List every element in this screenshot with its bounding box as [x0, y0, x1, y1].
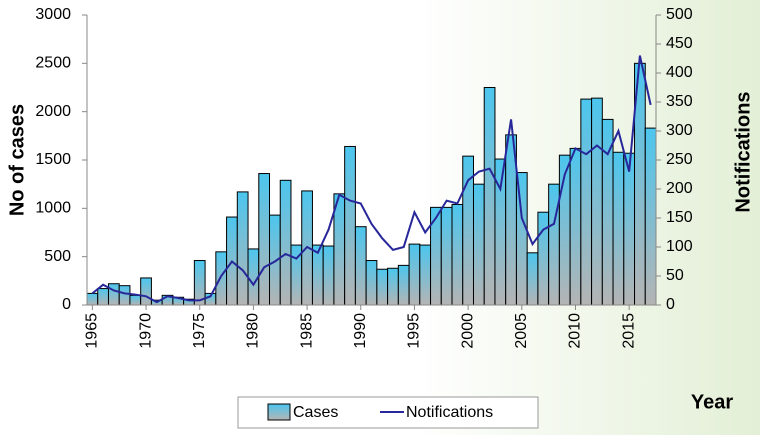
bar	[408, 243, 421, 306]
bar	[569, 147, 582, 306]
bar	[333, 193, 346, 306]
y2-tick-label: 300	[666, 122, 693, 139]
bar	[580, 98, 593, 306]
bar	[322, 245, 335, 306]
x-tick-label: 1980	[245, 313, 262, 349]
y-tick-label: 3000	[35, 6, 71, 23]
y-tick-label: 1500	[35, 151, 71, 168]
legend-label: Cases	[293, 404, 338, 421]
legend-label: Notifications	[406, 404, 493, 421]
x-tick-label: 1990	[352, 313, 369, 349]
x-tick-label: 2010	[567, 313, 584, 349]
bar	[279, 179, 292, 306]
bar	[140, 277, 152, 306]
y-tick-label: 500	[44, 248, 71, 265]
bar	[419, 244, 432, 306]
y2-tick-label: 400	[666, 64, 693, 81]
x-tick-label: 2005	[513, 313, 530, 349]
y2-tick-label: 0	[666, 296, 675, 313]
y2-tick-label: 100	[666, 238, 693, 255]
bar	[354, 226, 367, 306]
x-tick-label: 1970	[137, 313, 154, 349]
bar	[344, 145, 356, 306]
bar	[440, 206, 453, 306]
y2-tick-label: 150	[666, 209, 693, 226]
bar	[311, 244, 324, 306]
x-tick-label: 1965	[84, 313, 101, 349]
y-axis-title: No of cases	[6, 104, 28, 216]
bar	[397, 264, 410, 306]
x-tick-label: 2015	[620, 313, 637, 349]
y-tick-label: 2500	[35, 55, 71, 72]
x-tick-label: 2000	[459, 313, 476, 349]
bar	[537, 211, 550, 306]
y-tick-label: 0	[62, 296, 71, 313]
y2-tick-label: 200	[666, 180, 693, 197]
bar	[107, 283, 120, 306]
bar	[644, 127, 657, 306]
bar	[118, 285, 131, 306]
y2-tick-label: 50	[666, 267, 684, 284]
bar	[97, 288, 109, 306]
y2-tick-label: 350	[666, 93, 693, 110]
x-axis-title: Year	[691, 391, 733, 413]
bar	[258, 173, 271, 306]
bar	[472, 183, 485, 306]
bar	[387, 267, 399, 306]
y2-tick-label: 250	[666, 151, 693, 168]
x-tick-label: 1975	[191, 313, 208, 349]
y2-tick-label: 500	[666, 6, 693, 23]
bar	[129, 294, 142, 306]
bar	[215, 251, 228, 306]
x-tick-label: 1995	[406, 313, 423, 349]
bar	[591, 97, 603, 306]
y2-tick-label: 450	[666, 35, 693, 52]
bar	[376, 268, 389, 306]
y-tick-label: 1000	[35, 200, 71, 217]
bar	[365, 260, 378, 306]
bar	[236, 191, 249, 306]
bar	[483, 87, 496, 306]
bar	[451, 203, 464, 306]
bar	[526, 252, 539, 306]
bar	[86, 292, 99, 306]
y2-axis-title: Notifications	[732, 91, 754, 212]
y-tick-label: 2000	[35, 103, 71, 120]
bar	[623, 152, 636, 306]
bar	[612, 151, 625, 306]
x-tick-label: 1985	[298, 313, 315, 349]
legend-swatch	[267, 403, 291, 421]
notifications-line	[91, 55, 652, 304]
